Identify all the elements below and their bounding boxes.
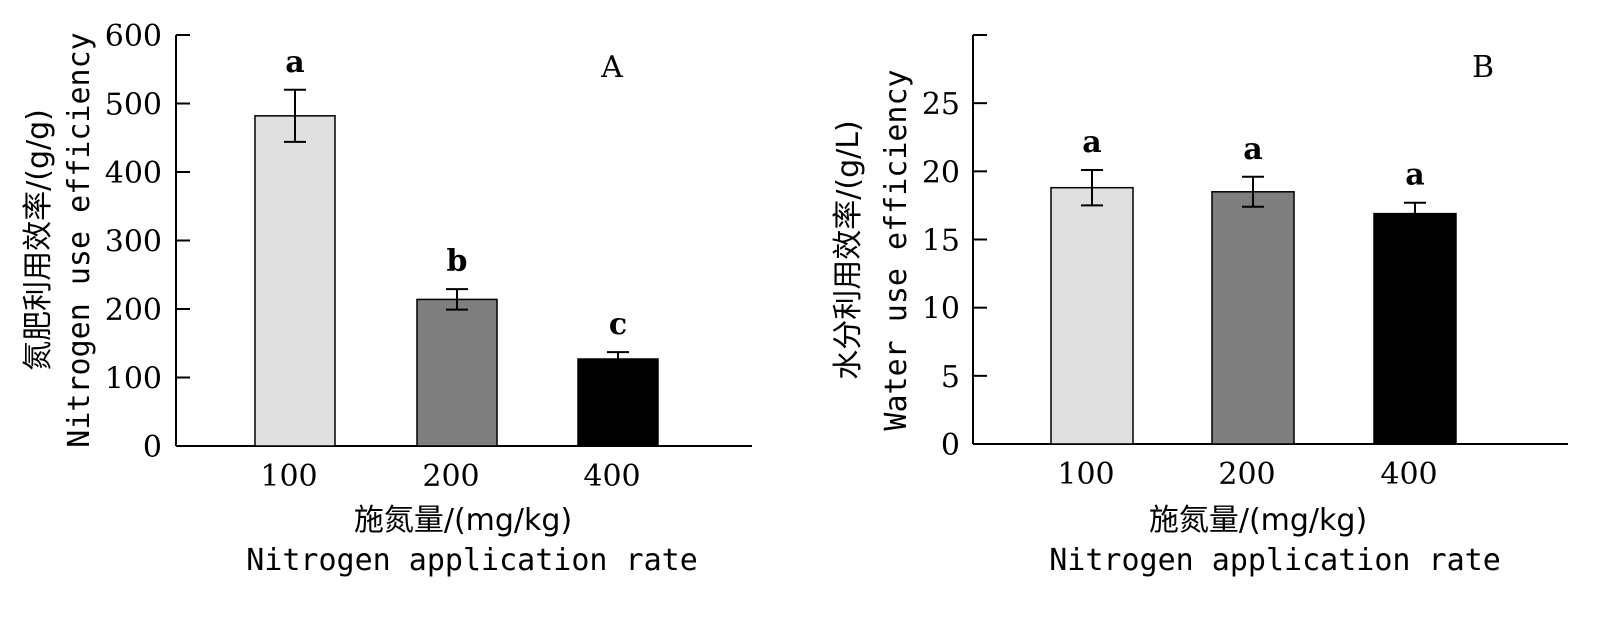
panel-a-significance-label: b: [447, 244, 468, 279]
panel-a-y-tick-label: 200: [105, 293, 162, 328]
panel-b-x-label-cn: 施氮量/(mg/kg): [1149, 503, 1367, 538]
panel-a-x-tick-label: 400: [583, 459, 640, 494]
panel-a-y-tick-label: 300: [105, 225, 162, 260]
panel-a-x-label-en: Nitrogen application rate: [246, 543, 698, 578]
panel-b-significance-label: a: [1405, 158, 1424, 193]
panel-a-bar-200: [416, 298, 498, 447]
panel-b-x-tick-label: 100: [1057, 457, 1114, 492]
panel-a-x-tick-label: 100: [260, 459, 317, 494]
panel-b-y-tick-label: 5: [941, 360, 960, 395]
panel-a-y-tick-label: 0: [143, 430, 162, 465]
panel-b-significance-label: a: [1243, 132, 1262, 167]
panel-b-y-label-en: Water use efficiency: [879, 69, 914, 430]
panel-a-x-tick-label: 200: [422, 459, 479, 494]
panel-b-y-tick-label: 25: [922, 87, 960, 122]
panel-a-y-label-cn: 氮肥利用效率/(g/g): [21, 109, 56, 371]
panel-b-bar-100: [1050, 186, 1134, 445]
panel-a-y-tick-label: 500: [105, 88, 162, 123]
panel-a-y-tick-label: 400: [105, 156, 162, 191]
panel-a-label: A: [600, 50, 623, 85]
panel-a-significance-label: a: [285, 45, 304, 80]
panel-a-bar-400: [577, 358, 659, 447]
panel-a-y-tick-label: 600: [105, 19, 162, 54]
panel-a-bar-100: [254, 115, 336, 447]
panel-b-label: B: [1472, 50, 1494, 85]
panel-b-x-tick-label: 200: [1218, 457, 1275, 492]
panel-b-bar-200: [1211, 191, 1295, 445]
panel-b-y-tick-label: 0: [941, 428, 960, 463]
panel-b-x-label-en: Nitrogen application rate: [1049, 543, 1501, 578]
panel-b-y-tick-label: 10: [922, 292, 960, 327]
panel-b-x-tick-label: 400: [1380, 457, 1437, 492]
panel-b-chart: B 水分利用效率/(g/L) Water use efficiency 施氮量/…: [831, 34, 1568, 578]
panel-b-significance-label: a: [1082, 125, 1101, 160]
panel-b-y-label-cn: 水分利用效率/(g/L): [831, 120, 866, 379]
panel-a-significance-label: c: [609, 307, 627, 342]
panel-b-y-tick-label: 20: [922, 155, 960, 190]
panel-a-x-label-cn: 施氮量/(mg/kg): [354, 503, 572, 538]
panel-a-chart: A 氮肥利用效率/(g/g) Nitrogen use efficiency 施…: [21, 19, 752, 578]
panel-b-y-tick-label: 15: [922, 224, 960, 259]
panel-a-y-tick-label: 100: [105, 362, 162, 397]
panel-a-y-label-en: Nitrogen use efficiency: [62, 32, 97, 447]
panel-b-bar-400: [1373, 212, 1457, 445]
